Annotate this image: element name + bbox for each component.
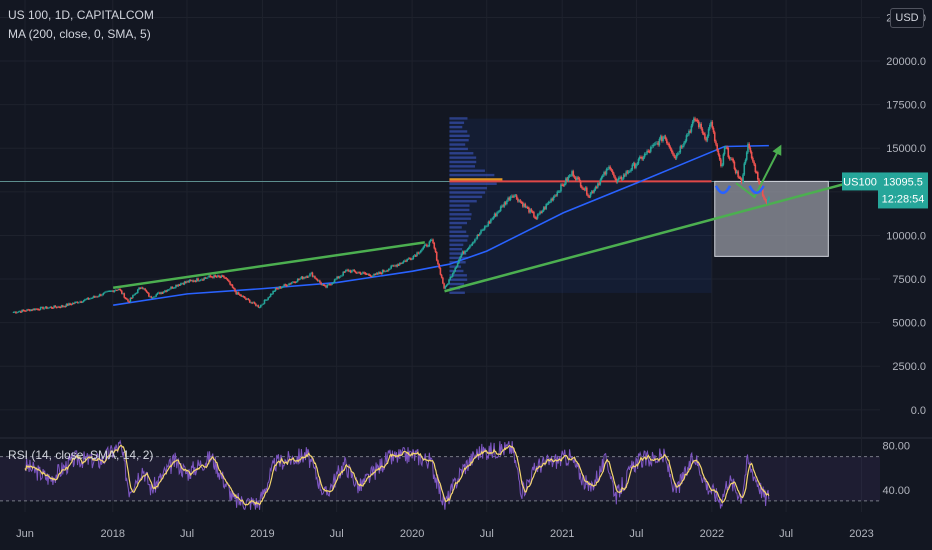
volume-profile-bar: [449, 191, 486, 194]
time-axis-label: 2018: [101, 528, 125, 540]
volume-profile-bar: [449, 143, 466, 146]
volume-profile-bar: [449, 282, 465, 286]
symbol-tag[interactable]: [842, 172, 878, 191]
volume-profile-bar: [449, 130, 468, 133]
volume-profile-bar: [449, 208, 470, 212]
price-tag-group: US100 13095.5 12:28:54: [842, 172, 928, 209]
volume-profile-bar: [449, 138, 469, 142]
trendline-lower[interactable]: [444, 176, 868, 293]
volume-profile-bar: [449, 278, 468, 281]
volume-profile-bar: [449, 147, 468, 151]
price-axis-label: 20000.0: [886, 56, 926, 68]
time-axis-label: 2023: [849, 528, 873, 540]
volume-profile-bar: [449, 230, 467, 233]
volume-profile-bar: [449, 221, 468, 225]
price-axis[interactable]: 0.02500.05000.07500.010000.012500.015000…: [882, 12, 926, 496]
rsi-pane[interactable]: [0, 439, 880, 511]
time-axis-label: 2020: [400, 528, 424, 540]
volume-profile-bar: [449, 226, 462, 229]
volume-profile-bar: [449, 256, 468, 260]
rsi-axis-label: 40.00: [882, 485, 910, 497]
volume-profile-poc-bar: [449, 178, 503, 181]
bar-countdown-text: 12:28:54: [882, 193, 925, 205]
time-axis-label: 2021: [550, 528, 574, 540]
volume-profile-bar: [449, 125, 463, 129]
time-axis-label: 2019: [250, 528, 274, 540]
rsi-line[interactable]: [24, 439, 770, 511]
volume-profile-bar: [449, 186, 487, 190]
currency-button[interactable]: USD: [890, 8, 924, 28]
volume-profile-bar: [449, 239, 468, 242]
rsi-ma-line[interactable]: [24, 444, 770, 506]
volume-profile-bar: [449, 182, 497, 185]
price-axis-label: 0.0: [911, 405, 926, 417]
time-axis-label: Jun: [16, 528, 34, 540]
volume-profile-bar: [449, 234, 469, 238]
volume-profile-bar: [449, 252, 467, 255]
price-axis-label: 7500.0: [892, 274, 926, 286]
volume-profile-bar: [449, 121, 465, 124]
volume-profile-bar: [449, 274, 467, 277]
price-axis-label: 10000.0: [886, 230, 926, 242]
volume-profile-bar: [449, 165, 476, 168]
price-axis-label: 15000.0: [886, 143, 926, 155]
volume-profile-bar: [449, 291, 465, 294]
volume-profile-bar: [449, 156, 477, 159]
volume-profile-bar: [449, 134, 470, 138]
ma200-line[interactable]: [113, 144, 769, 306]
time-axis-label: Jul: [779, 528, 793, 540]
price-pane[interactable]: [0, 0, 932, 512]
double-bottom-mark[interactable]: [714, 185, 732, 195]
time-axis-label: Jul: [629, 528, 643, 540]
time-axis-label: Jul: [480, 528, 494, 540]
last-price-text: 13095.5: [883, 176, 923, 188]
rsi-legend[interactable]: RSI (14, close, SMA, 14, 2): [8, 448, 154, 462]
volume-profile-bar: [449, 169, 485, 172]
volume-profile-bar: [449, 195, 483, 199]
volume-profile-bar: [449, 204, 470, 207]
volume-profile-bar: [449, 243, 464, 247]
volume-profile-bar: [449, 173, 495, 177]
volume-profile-bar: [449, 265, 461, 268]
time-axis-label: 2022: [700, 528, 724, 540]
volume-profile-bar: [449, 269, 464, 273]
volume-profile-bar: [449, 213, 472, 216]
trendline-upper[interactable]: [112, 241, 426, 289]
projection-arrow[interactable]: [735, 144, 782, 199]
volume-profile-bar: [449, 261, 466, 264]
symbol-tag-text: US100: [843, 176, 877, 188]
time-axis-label: Jul: [330, 528, 344, 540]
ma-legend[interactable]: MA (200, close, 0, SMA, 5): [8, 27, 151, 41]
double-bottom-mark[interactable]: [748, 185, 765, 195]
rsi-axis-label: 80.00: [882, 441, 910, 453]
price-axis-label: 2500.0: [892, 361, 926, 373]
volume-profile-bar: [449, 217, 471, 220]
last-price-tag[interactable]: [878, 172, 928, 209]
time-axis[interactable]: Jun 2018 Jul 2019 Jul 2020 Jul 2021 Jul 2022 Jul 20…: [16, 528, 874, 540]
volume-profile-bar: [449, 152, 474, 155]
price-axis-label: 5000.0: [892, 318, 926, 330]
volume-profile-bar: [449, 200, 477, 203]
volume-profile-bar: [449, 247, 463, 251]
time-axis-label: Jul: [180, 528, 194, 540]
price-axis-label: 17500.0: [886, 100, 926, 112]
volume-profile-bar: [449, 117, 468, 120]
volume-profile-bar: [449, 160, 477, 164]
symbol-title[interactable]: US 100, 1D, CAPITALCOM: [8, 8, 154, 22]
